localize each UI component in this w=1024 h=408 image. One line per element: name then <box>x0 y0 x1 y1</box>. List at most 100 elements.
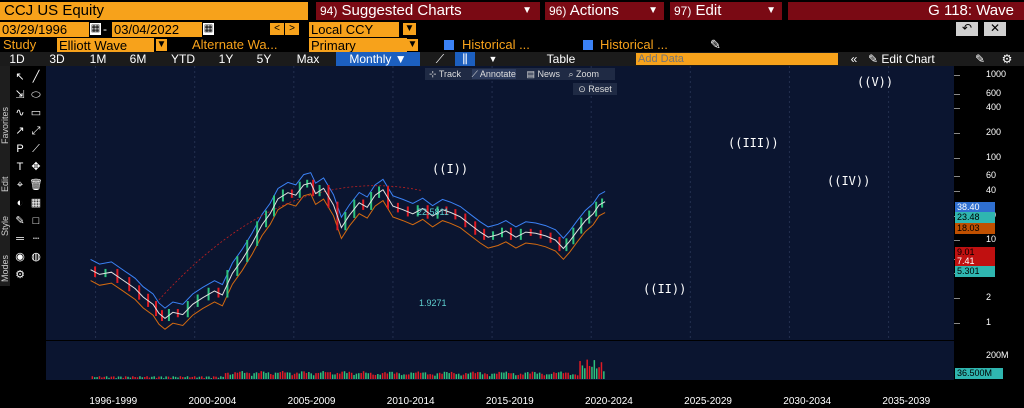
chevron-down-icon[interactable]: ▼ <box>156 39 167 51</box>
volume-bar <box>531 371 534 379</box>
volume-bar <box>469 372 472 379</box>
edit-button[interactable]: 97) Edit ▼ <box>670 2 782 20</box>
palette-icon[interactable]: ◍ <box>31 251 41 263</box>
pen-icon[interactable]: ✎ <box>15 215 25 227</box>
wave-icon[interactable]: ∿ <box>15 107 25 119</box>
annotate-button[interactable]: ⟋ Annotate <box>471 69 516 79</box>
reset-button[interactable]: ⊙ Reset <box>573 83 617 95</box>
volume-bar <box>246 372 248 379</box>
color-icon[interactable]: ◐ <box>16 197 24 209</box>
collapse-icon[interactable]: « <box>850 52 858 66</box>
volume-bar <box>217 377 220 379</box>
suggested-charts-button[interactable]: 94) Suggested Charts ▼ <box>316 2 540 20</box>
volume-bar <box>427 374 429 379</box>
back-arrow-icon[interactable]: < <box>270 23 284 35</box>
trash-icon[interactable]: 🗑 <box>29 179 43 191</box>
chart-plot-area[interactable]: ⊹ Track ⟋ Annotate ▤ News ⌕ Zoom ⊙ Reset… <box>46 66 954 340</box>
tab-edit[interactable]: Edit <box>0 176 10 192</box>
volume-bar <box>274 372 277 379</box>
pencil-icon[interactable]: ✎ <box>710 37 721 52</box>
volume-bar <box>182 377 184 379</box>
timeframe-ytd[interactable]: YTD <box>171 52 195 66</box>
dash-icon[interactable]: ┄ <box>32 233 40 245</box>
timeframe-max[interactable]: Max <box>296 52 320 66</box>
volume-bar <box>391 371 393 379</box>
gear-icon[interactable]: ⚙ <box>1001 52 1013 66</box>
currency-field[interactable]: Local CCY <box>309 22 399 37</box>
gear-icon[interactable]: ⚙ <box>15 269 25 281</box>
volume-bar <box>155 377 158 379</box>
volume-bar <box>148 377 151 379</box>
volume-bar <box>457 373 460 379</box>
calendar-icon[interactable]: ▦ <box>90 23 101 35</box>
zoom-button[interactable]: ⌕ Zoom <box>568 69 600 79</box>
track-button[interactable]: ⊹ Track <box>429 69 462 79</box>
tab-modes[interactable]: Modes <box>0 254 10 282</box>
dropdown-caret-icon: ▼ <box>766 5 776 16</box>
text-icon[interactable]: T <box>16 161 24 173</box>
volume-bar <box>479 372 481 379</box>
add-data-input[interactable] <box>636 53 838 65</box>
table-button[interactable]: Table <box>546 52 576 66</box>
ray-icon[interactable]: ⤢ <box>31 125 41 137</box>
news-button[interactable]: ▤ News <box>526 69 560 79</box>
tab-favorites[interactable]: Favorites <box>0 106 10 144</box>
volume-bar <box>436 373 439 379</box>
volume-bar <box>265 373 267 379</box>
timeframe-5y[interactable]: 5Y <box>256 52 272 66</box>
calendar-icon[interactable]: ▦ <box>203 23 214 35</box>
candle-icon[interactable]: ⫼ <box>455 52 475 66</box>
price-tag-4: 9.01 <box>955 247 995 258</box>
volume-bar <box>277 372 279 379</box>
trend-icon[interactable]: ⟋ <box>32 143 40 155</box>
volume-bar <box>448 373 450 379</box>
timeframe-1m[interactable]: 1M <box>89 52 107 66</box>
chevron-down-icon[interactable]: ▼ <box>488 54 498 64</box>
timeframe-1y[interactable]: 1Y <box>218 52 234 66</box>
undo-icon[interactable]: ↶ <box>956 22 978 36</box>
pitchfork-icon[interactable]: P <box>16 143 24 155</box>
cursor-icon[interactable]: ↖ <box>15 71 25 83</box>
move-icon[interactable]: ✥ <box>31 161 41 173</box>
tab-style[interactable]: Style <box>0 216 10 237</box>
line-tool-icon[interactable]: ╱ <box>32 71 40 83</box>
fill-icon[interactable]: ▦ <box>30 197 42 209</box>
volume-bar <box>334 374 336 379</box>
edit-chart-button[interactable]: ✎ Edit Chart <box>868 52 964 66</box>
price-bars <box>94 179 604 322</box>
start-date-field[interactable]: 03/29/1996 <box>0 22 89 37</box>
checkbox-checked-icon[interactable] <box>444 40 454 50</box>
line-chart-icon[interactable]: ⟋ <box>435 52 445 66</box>
volume-bar <box>588 365 591 379</box>
fib-icon[interactable]: ⇲ <box>15 89 25 101</box>
timeframe-6m[interactable]: 6M <box>129 52 147 66</box>
rectangle-icon[interactable]: ▭ <box>30 107 42 119</box>
historical-1-label: Historical ... <box>462 37 530 52</box>
square-icon[interactable]: □ <box>32 215 40 227</box>
timeframe-1d[interactable]: 1D <box>9 52 25 66</box>
page-code: G 118: Wave <box>788 2 1024 20</box>
chevron-down-icon[interactable]: ▼ <box>407 39 418 51</box>
ticker-field[interactable]: CCJ US Equity <box>0 2 308 20</box>
close-icon[interactable]: ✕ <box>984 22 1006 36</box>
actions-button[interactable]: 96) Actions ▼ <box>545 2 664 20</box>
line-style-icon[interactable]: ═ <box>16 233 24 245</box>
chevron-down-icon[interactable]: ▼ <box>403 23 416 35</box>
eye-icon[interactable]: ◉ <box>15 251 25 263</box>
study-field[interactable]: Elliott Wave <box>57 38 154 52</box>
volume-bar <box>553 372 555 379</box>
edit-icon[interactable]: ✎ <box>974 52 986 66</box>
volume-bar <box>398 373 400 379</box>
period-select[interactable]: Monthly ▼ <box>336 52 420 66</box>
wave-label-1: ((I)) <box>432 162 469 176</box>
ellipse-icon[interactable]: ⬭ <box>31 89 41 101</box>
arrow-icon[interactable]: ↗ <box>15 125 25 137</box>
forward-arrow-icon[interactable]: > <box>285 23 299 35</box>
end-date-field[interactable]: 03/04/2022 <box>112 22 202 37</box>
volume-bar <box>474 373 477 379</box>
primary-field[interactable]: Primary <box>309 38 407 52</box>
checkbox-checked-icon[interactable] <box>583 40 593 50</box>
magnet-icon[interactable]: ⌖ <box>16 179 24 191</box>
timeframe-3d[interactable]: 3D <box>49 52 65 66</box>
volume-bar <box>103 376 105 379</box>
